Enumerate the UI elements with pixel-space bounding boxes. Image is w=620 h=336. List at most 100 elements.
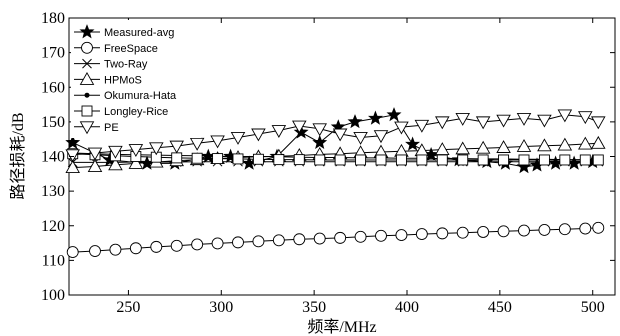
data-point [414,119,430,133]
data-point [367,110,383,125]
x-tick-label: 400 [395,299,419,316]
data-point [108,157,123,171]
data-point [578,136,593,150]
data-point [191,238,204,251]
data-point [416,154,428,166]
data-point [273,154,285,166]
data-point [65,160,80,174]
data-point [496,114,511,128]
data-point [232,153,244,165]
data-point [516,139,532,152]
data-point [496,140,511,153]
data-point [129,242,142,255]
data-point [436,227,449,240]
legend-label: Measured-avg [104,27,174,39]
data-point [537,138,552,152]
data-point [498,154,510,166]
data-point [579,222,592,235]
data-point [497,225,510,238]
data-point [149,142,164,156]
legend-label: Okumura-Hata [104,90,177,102]
data-point [169,140,184,154]
data-point [128,144,144,157]
data-point [518,224,530,237]
data-point [591,116,606,130]
legend-item: FreeSpace [74,41,158,55]
data-point [538,223,551,236]
data-point [591,135,606,149]
data-point [456,226,469,239]
data-point [191,152,203,164]
legend-item: HPMoS [74,71,142,86]
data-point [293,154,305,166]
legend-marker [79,71,95,85]
y-tick-label: 180 [41,10,65,27]
data-point [457,154,469,166]
data-point [355,154,367,166]
data-point [518,154,530,166]
data-point [272,234,285,247]
data-point [592,154,604,166]
data-point [373,130,389,144]
series-triangle-down [65,109,606,163]
data-point [578,111,593,125]
data-point [312,134,328,149]
legend-marker [81,105,93,117]
legend: Measured-avg FreeSpace Two-Ray HPMoS Okumura… [71,20,201,138]
legend-marker [84,92,90,98]
legend-item: PE [74,121,119,135]
data-point [170,239,183,252]
data-point [271,125,287,138]
y-tick-label: 150 [41,114,65,131]
data-point [211,237,224,250]
data-point [334,231,347,244]
data-point [455,141,470,155]
data-point [314,154,326,166]
y-tick-label: 130 [41,183,65,200]
data-point [65,134,81,149]
data-point [386,107,402,122]
data-point [557,137,573,151]
data-point [171,152,183,164]
data-point [210,135,225,149]
legend-marker [82,58,92,69]
data-point [66,246,79,259]
data-point [405,136,421,151]
data-point [354,230,367,243]
data-point [189,137,205,151]
data-point [251,128,266,142]
data-point [559,154,571,166]
data-point [395,154,407,166]
data-point [212,153,224,165]
legend-marker [79,24,95,39]
data-point [395,229,408,242]
legend-marker [79,121,95,135]
data-point [293,233,306,246]
data-point [558,223,571,236]
legend-item: Measured-avg [74,24,174,39]
y-axis-title: 路径损耗/dB [9,112,27,199]
x-tick-label: 300 [209,299,233,316]
data-point [312,123,327,137]
data-point [128,156,144,169]
y-tick-label: 140 [41,149,65,166]
legend-label: PE [104,122,119,134]
data-point [150,240,163,253]
data-point [230,132,246,145]
data-point [375,229,387,242]
data-point [477,226,490,238]
data-point [477,154,489,166]
y-tick-label: 120 [41,218,65,235]
data-point [313,232,326,245]
legend-item: Okumura-Hata [74,90,177,102]
legend-label: FreeSpace [104,43,158,55]
data-point [394,121,409,135]
data-point [353,132,368,145]
x-tick-label: 450 [488,299,512,316]
data-point [87,147,103,161]
data-point [292,120,307,134]
legend-label: HPMoS [104,74,142,86]
data-point [375,154,387,166]
data-point [537,114,552,128]
